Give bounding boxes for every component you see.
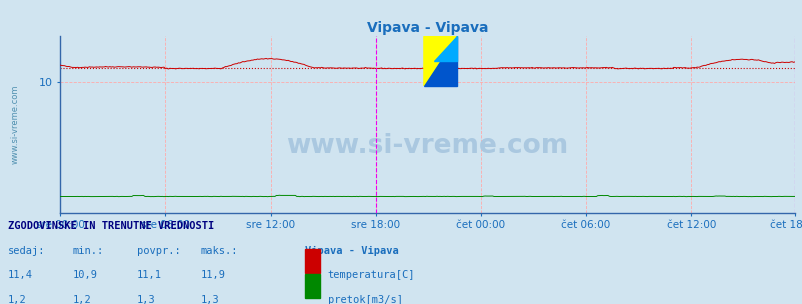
Text: www.si-vreme.com: www.si-vreme.com <box>10 85 19 164</box>
Text: povpr.:: povpr.: <box>136 246 180 256</box>
Text: sedaj:: sedaj: <box>8 246 46 256</box>
Text: 10,9: 10,9 <box>72 270 97 280</box>
Text: 11,4: 11,4 <box>8 270 33 280</box>
Text: ZGODOVINSKE IN TRENUTNE VREDNOSTI: ZGODOVINSKE IN TRENUTNE VREDNOSTI <box>8 221 214 231</box>
Polygon shape <box>423 36 456 86</box>
Text: Vipava - Vipava: Vipava - Vipava <box>305 246 399 256</box>
Polygon shape <box>433 36 456 61</box>
Text: 1,3: 1,3 <box>136 295 155 304</box>
Text: temperatura[C]: temperatura[C] <box>327 270 415 280</box>
Text: 11,9: 11,9 <box>200 270 225 280</box>
Text: min.:: min.: <box>72 246 103 256</box>
Polygon shape <box>423 36 456 86</box>
Text: www.si-vreme.com: www.si-vreme.com <box>286 133 568 159</box>
Text: pretok[m3/s]: pretok[m3/s] <box>327 295 402 304</box>
Text: 1,2: 1,2 <box>8 295 26 304</box>
Text: 1,2: 1,2 <box>72 295 91 304</box>
Text: 11,1: 11,1 <box>136 270 161 280</box>
Text: maks.:: maks.: <box>200 246 238 256</box>
Text: 1,3: 1,3 <box>200 295 219 304</box>
Title: Vipava - Vipava: Vipava - Vipava <box>367 21 488 35</box>
Bar <box>305 274 319 298</box>
Bar <box>305 249 319 272</box>
